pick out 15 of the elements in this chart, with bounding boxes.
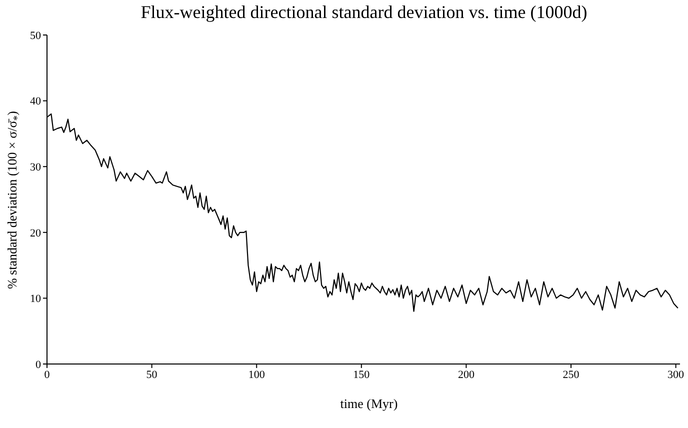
- y-tick-label: 0: [36, 358, 42, 371]
- x-tick-label: 250: [562, 368, 580, 381]
- y-tick-label: 40: [30, 96, 42, 108]
- x-tick-label: 150: [353, 368, 370, 381]
- x-tick-label: 200: [458, 368, 475, 381]
- x-axis-title: time (Myr): [339, 396, 399, 412]
- y-tick-label: 30: [30, 162, 42, 174]
- y-tick-label: 50: [30, 30, 42, 42]
- y-tick-label: 20: [30, 227, 42, 240]
- chart-title: Flux-weighted directional standard deviation vs. time (1000d): [140, 2, 588, 23]
- x-tick-label: 0: [44, 368, 50, 381]
- x-tick-label: 50: [146, 368, 158, 381]
- x-tick-label: 300: [668, 368, 685, 381]
- y-tick-label: 10: [30, 293, 42, 306]
- x-tick-label: 100: [248, 368, 266, 381]
